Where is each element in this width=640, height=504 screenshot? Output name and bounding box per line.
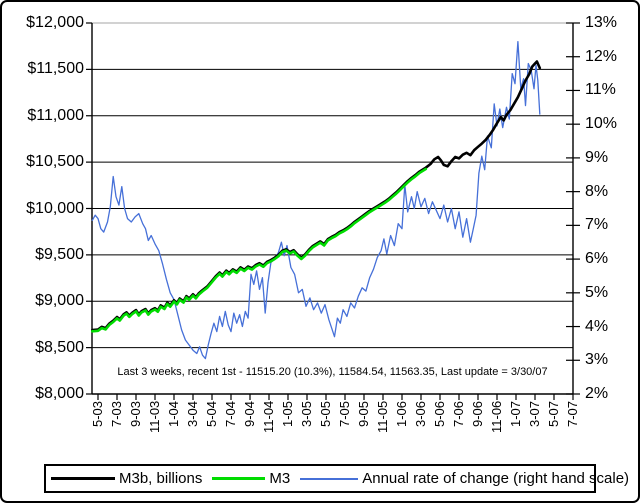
y-right-tick-label: 7% — [585, 216, 609, 234]
x-tick-label: 7-03 — [109, 400, 124, 427]
legend-line-sample-icon — [212, 477, 266, 480]
x-tick-label: 3-04 — [185, 400, 200, 427]
x-tick-label: 5-04 — [204, 400, 219, 427]
y-right-tick-label: 11% — [585, 81, 616, 99]
y-right-tick-label: 10% — [585, 115, 618, 133]
y-right-tick-label: 12% — [585, 47, 618, 65]
y-right-tick-label: 3% — [585, 351, 609, 369]
legend-line-sample-icon — [300, 477, 359, 480]
line-annual-rate — [91, 40, 541, 360]
y-right-tick-label: 8% — [585, 182, 609, 200]
line-m3 — [91, 167, 428, 333]
x-tick-label: 9-03 — [128, 400, 143, 427]
x-tick-label: 1-04 — [166, 400, 181, 427]
x-tick-label: 3-06 — [413, 400, 428, 427]
y-right-tick-label: 4% — [585, 317, 609, 335]
y-left-tick-label: $8,000 — [35, 385, 84, 402]
x-tick-label: 5-05 — [318, 400, 333, 427]
x-tick-label: 3-07 — [527, 400, 542, 427]
x-tick-label: 9-06 — [470, 400, 485, 427]
x-tick-label: 11-03 — [147, 400, 162, 433]
y-left-tick-label: $12,000 — [26, 14, 84, 31]
x-tick-label: 1-06 — [394, 400, 409, 427]
legend-label: Annual rate of change (right hand scale) — [362, 470, 630, 487]
y-left-tick-label: $10,000 — [26, 199, 84, 217]
legend-item: M3b, billions — [51, 470, 202, 487]
x-tick-label: 3-05 — [299, 400, 314, 427]
x-tick-label: 1-05 — [280, 400, 295, 427]
annotation-note: Last 3 weeks, recent 1st - 11515.20 (10.… — [117, 366, 548, 378]
x-tick-label: 11-06 — [489, 400, 504, 433]
x-tick-label: 1-07 — [508, 400, 523, 427]
y-left-tick-label: $9,500 — [35, 245, 84, 263]
line-m3b — [91, 60, 542, 332]
x-tick-label: 5-03 — [90, 400, 105, 427]
y-left-tick-label: $10,500 — [26, 153, 84, 171]
x-tick-label: 9-05 — [356, 400, 371, 427]
x-tick-label: 11-05 — [375, 400, 390, 433]
y-right-tick-label: 9% — [585, 148, 609, 166]
x-tick-label: 7-06 — [451, 400, 466, 427]
legend-label: M3 — [269, 470, 291, 487]
y-right-tick-label: 13% — [585, 14, 618, 31]
x-tick-label: 5-07 — [546, 400, 561, 427]
y-right-tick-label: 6% — [585, 250, 609, 268]
y-left-tick-label: $9,000 — [35, 292, 84, 310]
y-left-tick-label: $11,000 — [27, 106, 84, 124]
legend-line-sample-icon — [51, 477, 115, 480]
x-tick-label: 7-05 — [337, 400, 352, 427]
legend: M3b, billions M3 Annual rate of change (ri… — [44, 464, 629, 493]
x-tick-label: 11-04 — [261, 400, 276, 433]
y-right-tick-label: 2% — [585, 385, 609, 402]
legend-item: M3 — [202, 470, 290, 487]
x-tick-label: 7-04 — [223, 400, 238, 427]
legend-label: M3b, billions — [119, 470, 203, 487]
legend-item: Annual rate of change (right hand scale) — [290, 470, 629, 487]
x-tick-label: 7-07 — [565, 400, 580, 427]
x-tick-label: 5-06 — [432, 400, 447, 427]
x-tick-label: 9-04 — [242, 400, 257, 427]
y-left-tick-label: $11,500 — [27, 60, 84, 78]
y-right-tick-label: 5% — [585, 283, 609, 301]
y-left-tick-label: $8,500 — [35, 338, 84, 356]
